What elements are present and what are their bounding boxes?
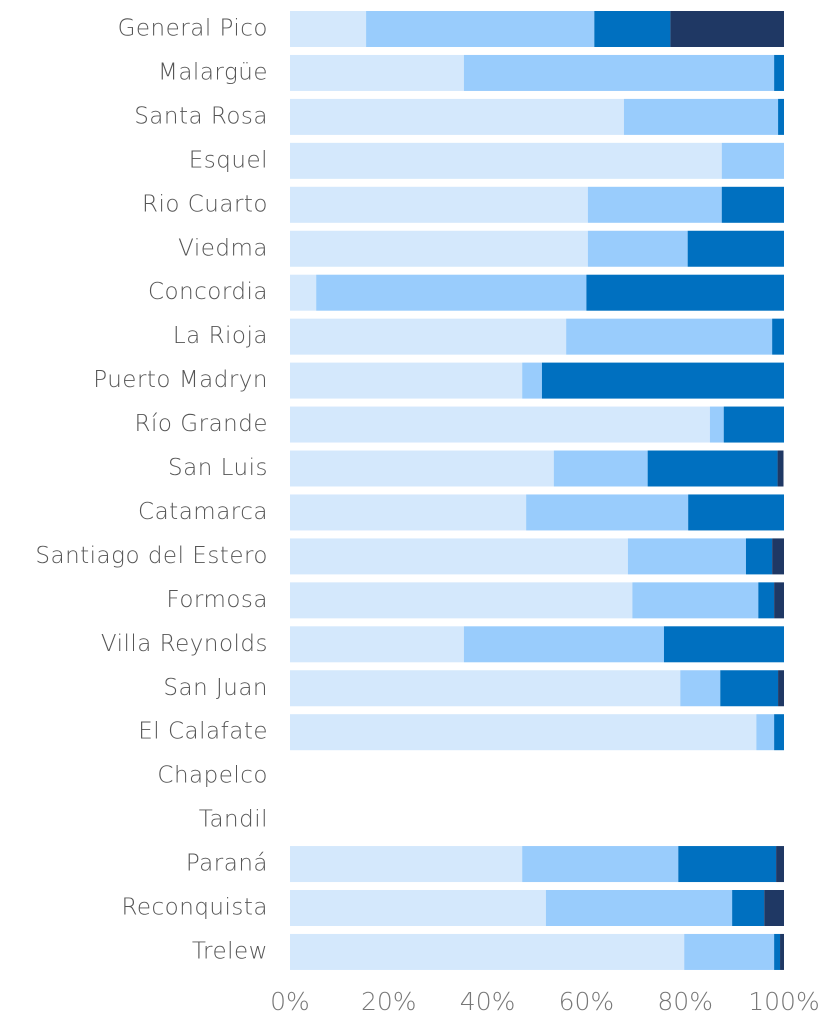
bar-segment: [290, 142, 722, 179]
bar-segment: [688, 494, 784, 531]
bar-segment: [627, 538, 746, 575]
bar-segment: [774, 714, 784, 751]
bar-segment: [774, 582, 784, 619]
bar-segment: [772, 318, 784, 355]
category-label: Reconquista: [121, 895, 268, 921]
x-tick-label: 100%: [748, 987, 819, 1016]
x-tick-label: 60%: [559, 987, 615, 1016]
bar-segment: [670, 11, 784, 47]
category-label: Catamarca: [138, 499, 268, 525]
bar-segment: [366, 11, 595, 47]
bar-segment: [290, 626, 464, 663]
bar-segment: [290, 670, 681, 707]
bar-segment: [290, 11, 367, 47]
bar-segment: [721, 142, 784, 179]
bar-segment: [463, 626, 664, 663]
category-label: El Calafate: [138, 719, 268, 745]
category-label: Tandil: [199, 807, 268, 833]
bar-segment: [290, 362, 523, 399]
bar-segment: [587, 186, 722, 223]
category-label: Chapelco: [157, 763, 268, 789]
bar-segment: [732, 890, 765, 926]
bar-segment: [541, 362, 784, 399]
x-tick-label: 40%: [460, 987, 516, 1016]
bar-segment: [684, 933, 775, 970]
category-label: Malargüe: [158, 59, 268, 85]
bar-segment: [290, 538, 628, 575]
bar-segment: [764, 890, 784, 926]
bar-segment: [290, 890, 546, 926]
bar-segment: [290, 406, 710, 443]
bar-segment: [777, 450, 784, 487]
bar-segment: [290, 318, 567, 355]
bar-segment: [522, 846, 679, 883]
bar-segment: [290, 230, 588, 267]
category-label: San Juan: [163, 675, 268, 701]
category-label: Río Grande: [135, 411, 268, 437]
bar-segment: [545, 890, 733, 926]
bar-segment: [290, 494, 527, 531]
bar-segment: [553, 450, 648, 487]
bar-segment: [774, 933, 781, 970]
bar-segment: [623, 98, 779, 135]
bar-segment: [709, 406, 724, 443]
bar-segment: [586, 274, 784, 311]
category-label: Santiago del Estero: [35, 543, 268, 569]
bar-segment: [778, 98, 784, 135]
category-label: Concordia: [148, 279, 268, 305]
category-label: Rio Cuarto: [142, 191, 268, 217]
bar-segment: [780, 933, 784, 970]
bar-segment: [772, 538, 784, 575]
bar-segment: [778, 670, 784, 707]
category-label: Esquel: [189, 147, 268, 173]
bar-segment: [566, 318, 773, 355]
bar-segment: [290, 846, 523, 883]
x-tick-label: 0%: [270, 987, 310, 1016]
bar-segment: [526, 494, 689, 531]
category-label: Villa Reynolds: [101, 631, 268, 657]
category-label: Viedma: [178, 235, 268, 261]
category-label: General Pico: [118, 16, 268, 42]
bar-segment: [680, 670, 721, 707]
x-tick-label: 80%: [657, 987, 713, 1016]
category-label: Paraná: [186, 851, 268, 877]
bar-segment: [745, 538, 773, 575]
bar-segment: [316, 274, 587, 311]
bar-segment: [723, 406, 784, 443]
bar-segment: [647, 450, 778, 487]
category-label: Formosa: [166, 587, 268, 613]
x-tick-label: 20%: [361, 987, 417, 1016]
bar-segment: [290, 582, 633, 619]
bar-segment: [290, 450, 554, 487]
category-label: Trelew: [192, 938, 268, 964]
bar-segment: [721, 186, 784, 223]
category-label: Puerto Madryn: [93, 367, 268, 393]
bar-segment: [522, 362, 542, 399]
bar-segment: [720, 670, 779, 707]
bar-segment: [290, 186, 588, 223]
bar-segment: [758, 582, 775, 619]
bar-segment: [776, 846, 784, 883]
category-label: San Luis: [168, 455, 268, 481]
bar-segment: [756, 714, 775, 751]
bar-segment: [290, 54, 464, 91]
bar-segment: [632, 582, 759, 619]
bar-segment: [290, 98, 624, 135]
bar-segment: [687, 230, 784, 267]
category-label: La Rioja: [173, 323, 268, 349]
bar-segment: [463, 54, 775, 91]
category-label: Santa Rosa: [134, 103, 268, 129]
bar-segment: [290, 274, 317, 311]
bar-segment: [774, 54, 784, 91]
bar-segment: [678, 846, 777, 883]
bar-segment: [290, 933, 685, 970]
bar-segment: [663, 626, 784, 663]
bar-segment: [594, 11, 671, 47]
bar-segment: [290, 714, 757, 751]
bar-segment: [587, 230, 688, 267]
